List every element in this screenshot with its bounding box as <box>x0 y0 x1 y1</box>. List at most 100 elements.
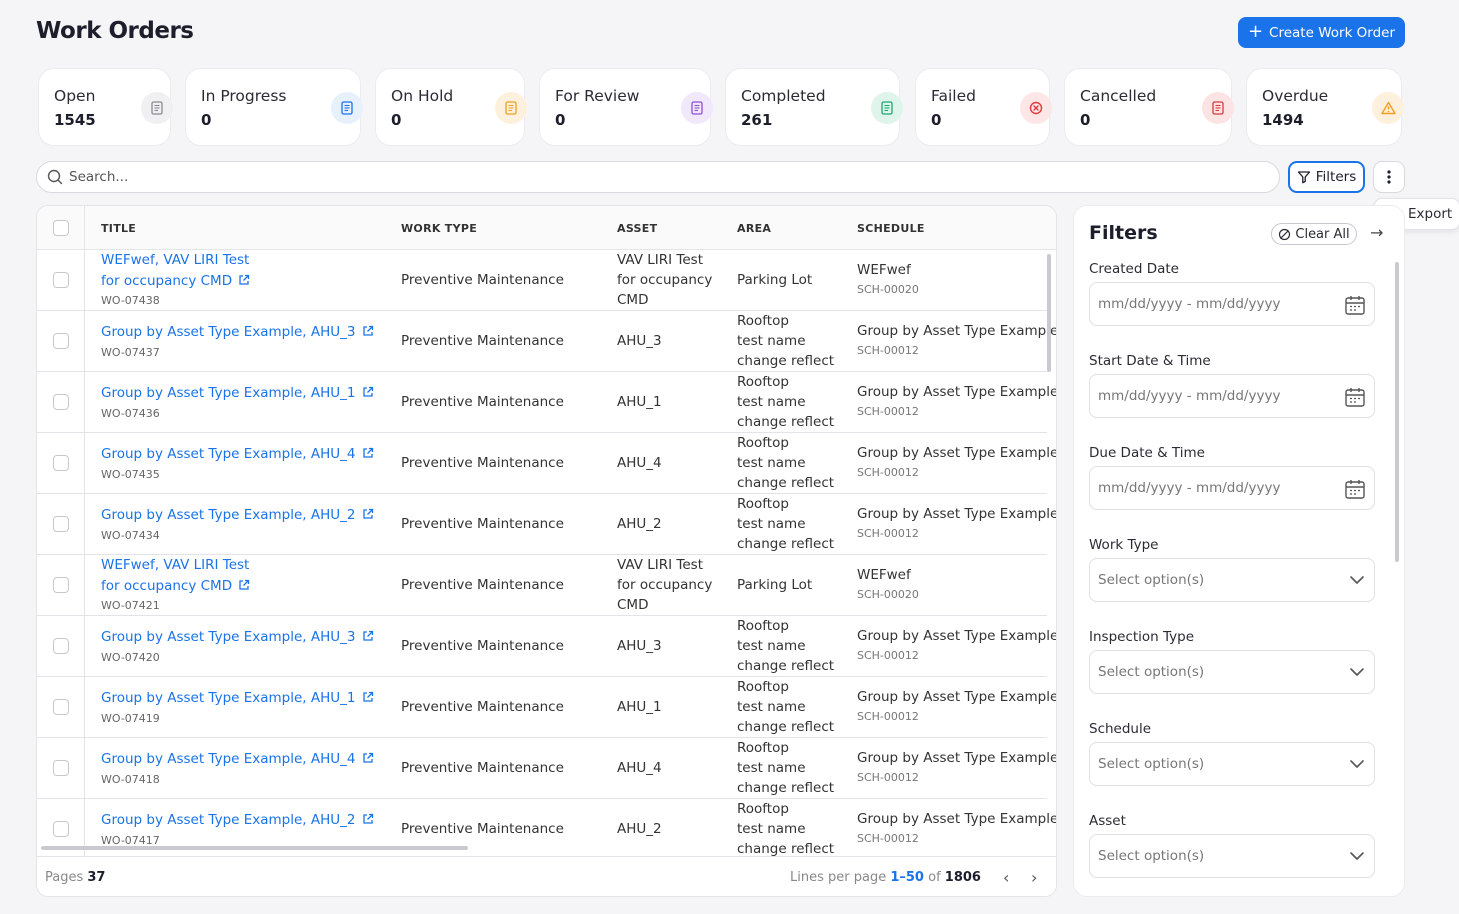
area-cell: Rooftop <box>737 801 789 817</box>
clear-all-button[interactable]: Clear All <box>1271 223 1357 245</box>
table-row[interactable]: Group by Asset Type Example, AHU_4 WO-074… <box>37 738 1056 799</box>
chevron-left-icon[interactable]: ‹ <box>1003 868 1010 887</box>
status-card-open[interactable]: Open 1545 <box>38 68 173 146</box>
calendar-icon[interactable] <box>1344 294 1366 316</box>
page-count: Pages 37 <box>45 870 105 885</box>
vertical-scrollbar[interactable] <box>1047 254 1051 372</box>
external-link-icon[interactable] <box>362 630 374 642</box>
status-card-for-review[interactable]: For Review 0 <box>539 68 713 146</box>
filter-field-schedule[interactable]: Select option(s) <box>1089 742 1375 786</box>
area-cell: change reflect <box>737 719 835 735</box>
arrow-right-icon[interactable]: → <box>1370 223 1384 242</box>
work-order-title-link[interactable]: Group by Asset Type Example, AHU_2 <box>101 810 374 831</box>
table-footer: Pages 37 Lines per page 1–50 of 1806 ‹ › <box>37 856 1056 896</box>
filter-field-work-type[interactable]: Select option(s) <box>1089 558 1375 602</box>
row-checkbox[interactable] <box>53 333 69 349</box>
more-options-button[interactable] <box>1373 161 1405 193</box>
filter-field-start-date-time[interactable]: mm/dd/yyyy - mm/dd/yyyy <box>1089 374 1375 418</box>
work-order-title-link[interactable]: Group by Asset Type Example, AHU_3 <box>101 322 374 343</box>
table-row[interactable]: Group by Asset Type Example, AHU_3 WO-074… <box>37 616 1056 677</box>
table-row[interactable]: WEFwef, VAV LIRI Test for occupancy CMD WO… <box>37 555 1047 616</box>
filters-scrollbar[interactable] <box>1395 262 1399 562</box>
row-checkbox[interactable] <box>53 394 69 410</box>
work-order-title-link[interactable]: Group by Asset Type Example, AHU_1 <box>101 383 374 404</box>
search-input[interactable] <box>69 169 1169 185</box>
row-checkbox[interactable] <box>53 821 69 837</box>
status-card-cancelled[interactable]: Cancelled 0 <box>1064 68 1234 146</box>
chevron-down-icon[interactable] <box>1348 666 1366 678</box>
schedule-id: SCH-00012 <box>857 405 919 418</box>
table-row[interactable]: Group by Asset Type Example, AHU_3 WO-074… <box>37 311 1056 372</box>
table-row[interactable]: Group by Asset Type Example, AHU_4 WO-074… <box>37 433 1056 494</box>
filter-field-asset[interactable]: Select option(s) <box>1089 834 1375 878</box>
work-order-title-link-line2[interactable]: for occupancy CMD <box>101 271 250 292</box>
work-order-title-link[interactable]: WEFwef, VAV LIRI Test <box>101 557 250 573</box>
work-order-title-link[interactable]: Group by Asset Type Example, AHU_4 <box>101 749 374 770</box>
area-cell: change reflect <box>737 841 835 856</box>
asset-cell: for occupancy <box>617 272 713 288</box>
work-order-title-link[interactable]: Group by Asset Type Example, AHU_1 <box>101 688 374 709</box>
row-checkbox[interactable] <box>53 455 69 471</box>
status-card-completed[interactable]: Completed 261 <box>725 68 903 146</box>
select-all-checkbox[interactable] <box>53 220 69 236</box>
status-card-on-hold[interactable]: On Hold 0 <box>375 68 527 146</box>
schedule-name: Group by Asset Type Example <box>857 323 1056 339</box>
external-link-icon[interactable] <box>362 447 374 459</box>
filters-button[interactable]: Filters <box>1288 161 1365 193</box>
work-order-title-link[interactable]: WEFwef, VAV LIRI Test <box>101 252 250 268</box>
chevron-down-icon[interactable] <box>1348 850 1366 862</box>
status-card-overdue[interactable]: Overdue 1494 <box>1246 68 1404 146</box>
table-row[interactable]: Group by Asset Type Example, AHU_1 WO-074… <box>37 677 1056 738</box>
external-link-icon[interactable] <box>362 325 374 337</box>
external-link-icon[interactable] <box>362 752 374 764</box>
search-bar[interactable] <box>36 161 1280 193</box>
table-row[interactable]: Group by Asset Type Example, AHU_1 WO-074… <box>37 372 1056 433</box>
external-link-icon[interactable] <box>362 691 374 703</box>
row-checkbox[interactable] <box>53 760 69 776</box>
chevron-down-icon[interactable] <box>1348 574 1366 586</box>
row-checkbox[interactable] <box>53 699 69 715</box>
calendar-icon[interactable] <box>1344 478 1366 500</box>
chevron-down-icon[interactable] <box>1348 758 1366 770</box>
status-card-failed[interactable]: Failed 0 <box>915 68 1052 146</box>
table-row[interactable]: Group by Asset Type Example, AHU_2 WO-074… <box>37 494 1056 555</box>
row-checkbox[interactable] <box>53 516 69 532</box>
row-checkbox[interactable] <box>53 577 69 593</box>
column-header-schedule[interactable]: SCHEDULE <box>857 222 925 235</box>
work-type-cell: Preventive Maintenance <box>401 455 564 471</box>
column-header-area[interactable]: AREA <box>737 222 772 235</box>
work-order-title-link[interactable]: Group by Asset Type Example, AHU_3 <box>101 627 374 648</box>
calendar-icon[interactable] <box>1344 386 1366 408</box>
work-type-cell: Preventive Maintenance <box>401 272 564 288</box>
filter-field-placeholder: Select option(s) <box>1098 572 1205 588</box>
column-header-title[interactable]: TITLE <box>101 222 137 235</box>
schedule-id: SCH-00012 <box>857 527 919 540</box>
column-header-work-type[interactable]: WORK TYPE <box>401 222 478 235</box>
external-link-icon[interactable] <box>362 813 374 825</box>
work-type-cell: Preventive Maintenance <box>401 760 564 776</box>
table-row[interactable]: WEFwef, VAV LIRI Test for occupancy CMD WO… <box>37 250 1047 311</box>
row-checkbox[interactable] <box>53 272 69 288</box>
schedule-name: Group by Asset Type Example <box>857 750 1056 766</box>
external-link-icon[interactable] <box>238 579 250 591</box>
filter-label-work-type: Work Type <box>1089 537 1159 553</box>
status-card-in-progress[interactable]: In Progress 0 <box>185 68 363 146</box>
create-work-order-button[interactable]: + Create Work Order <box>1238 17 1405 48</box>
filter-field-inspection-type[interactable]: Select option(s) <box>1089 650 1375 694</box>
row-checkbox[interactable] <box>53 638 69 654</box>
filter-field-placeholder: mm/dd/yyyy - mm/dd/yyyy <box>1098 296 1281 312</box>
external-link-icon[interactable] <box>362 386 374 398</box>
chevron-right-icon[interactable]: › <box>1031 868 1038 887</box>
work-order-title-link[interactable]: Group by Asset Type Example, AHU_2 <box>101 505 374 526</box>
work-order-title-link-line2[interactable]: for occupancy CMD <box>101 576 250 597</box>
area-cell: change reflect <box>737 780 835 796</box>
filter-field-due-date-time[interactable]: mm/dd/yyyy - mm/dd/yyyy <box>1089 466 1375 510</box>
table-row[interactable]: Group by Asset Type Example, AHU_2 WO-074… <box>37 799 1056 856</box>
work-order-title-link[interactable]: Group by Asset Type Example, AHU_4 <box>101 444 374 465</box>
filter-field-created-date[interactable]: mm/dd/yyyy - mm/dd/yyyy <box>1089 282 1375 326</box>
lines-per-page-label[interactable]: Lines per page <box>790 870 887 885</box>
horizontal-scrollbar[interactable] <box>41 846 468 850</box>
external-link-icon[interactable] <box>362 508 374 520</box>
external-link-icon[interactable] <box>238 274 250 286</box>
column-header-asset[interactable]: ASSET <box>617 222 658 235</box>
